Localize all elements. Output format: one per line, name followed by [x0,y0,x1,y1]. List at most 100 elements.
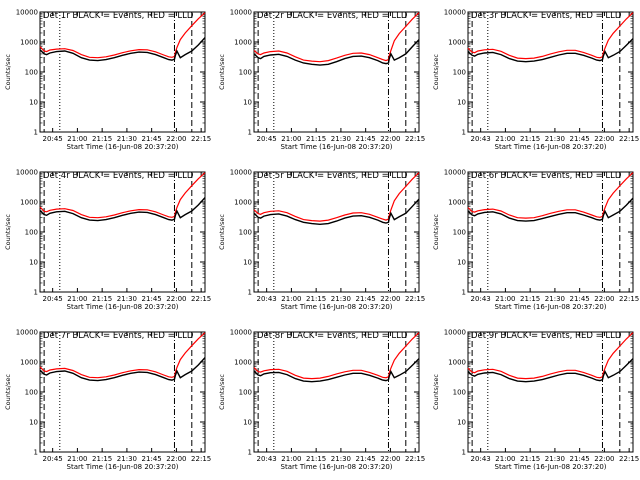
panel-6: Det 6r BLACK = Events, RED = LLD 1 10 100 10… [432,169,639,312]
y-axis-label: Counts/sec [4,214,12,250]
x-tick-label: 21:00 [67,135,87,143]
x-tick-label: 21:30 [117,455,137,463]
panel-title: Det 7r BLACK = Events, RED = LLD [43,331,194,341]
x-tick-label: 21:15 [306,135,326,143]
y-tick-label: 10 [457,99,466,107]
x-tick-label: 21:00 [495,295,515,303]
x-tick-label: 22:00 [594,455,614,463]
y-axis-label: Counts/sec [218,54,226,90]
x-tick-label: 21:00 [281,135,301,143]
series-lld-line [253,332,420,380]
x-tick-label: 21:15 [306,295,326,303]
y-tick-label: 100 [239,389,252,397]
x-tick-label: 21:00 [495,135,515,143]
y-tick-label: 100 [25,229,38,237]
series-events-line [39,37,206,62]
y-tick-label: 10 [243,419,252,427]
x-tick-label: 22:15 [405,135,425,143]
x-axis-label: Start Time (16-Jun-08 20:37:20) [495,143,607,151]
y-tick-label: 1 [248,129,252,137]
panel-title: Det 2r BLACK = Events, RED = LLD [257,11,408,21]
x-tick-label: 22:15 [405,295,425,303]
series-events-line [253,198,420,226]
x-axis-label: Start Time (16-Jun-08 20:37:20) [67,303,179,311]
x-tick-label: 21:00 [281,455,301,463]
x-tick-label: 20:45 [257,135,277,143]
y-axis-label: Counts/sec [432,374,440,410]
plot-frame [253,331,420,453]
plot-frame [39,331,206,453]
panel-8: Det 8r BLACK = Events, RED = LLD 1 10 100 10… [218,329,425,472]
x-tick-label: 20:43 [471,135,491,143]
y-tick-label: 100 [239,69,252,77]
y-axis-label: Counts/sec [218,214,226,250]
x-tick-label: 22:00 [380,295,400,303]
x-tick-label: 22:15 [191,135,211,143]
y-tick-label: 1000 [20,359,38,367]
x-tick-label: 21:45 [570,135,590,143]
y-tick-label: 10000 [444,9,466,17]
x-tick-label: 20:43 [257,455,277,463]
panel-title: Det 6r BLACK = Events, RED = LLD [471,171,622,181]
y-tick-label: 1 [34,449,38,457]
x-tick-label: 22:00 [380,135,400,143]
y-tick-label: 1000 [234,39,252,47]
panel-1: Det 1r BLACK = Events, RED = LLD 1 10 100 10… [4,9,211,152]
panel-5: Det 5r BLACK = Events, RED = LLD 1 10 100 10… [218,169,425,312]
series-lld-line [467,12,634,60]
x-tick-label: 21:15 [520,455,540,463]
x-axis-label: Start Time (16-Jun-08 20:37:20) [281,463,393,471]
x-tick-label: 22:15 [405,455,425,463]
x-tick-label: 20:45 [43,135,63,143]
y-tick-label: 10000 [444,169,466,177]
x-tick-label: 21:30 [545,455,565,463]
x-tick-label: 22:00 [166,135,186,143]
y-axis-label: Counts/sec [4,54,12,90]
x-tick-label: 20:43 [257,295,277,303]
y-tick-label: 10000 [230,169,252,177]
panel-2: Det 2r BLACK = Events, RED = LLD 1 10 100 10… [218,9,425,152]
x-tick-label: 22:15 [619,455,639,463]
panel-3: Det 3r BLACK = Events, RED = LLD 1 10 100 10… [432,9,639,152]
x-tick-label: 21:30 [331,295,351,303]
series-lld-line [467,172,634,219]
y-tick-label: 10 [29,259,38,267]
y-tick-label: 100 [25,389,38,397]
y-tick-label: 1000 [448,359,466,367]
plot-frame [467,171,634,293]
panel-title: Det 1r BLACK = Events, RED = LLD [43,11,194,21]
y-tick-label: 1000 [448,199,466,207]
y-tick-label: 10000 [444,329,466,337]
x-tick-label: 21:45 [142,455,162,463]
x-tick-label: 20:43 [471,295,491,303]
series-events-line [253,358,420,383]
y-tick-label: 10 [29,99,38,107]
x-axis-label: Start Time (16-Jun-08 20:37:20) [281,143,393,151]
x-tick-label: 21:15 [92,295,112,303]
y-tick-label: 1000 [20,199,38,207]
y-tick-label: 1000 [448,39,466,47]
x-tick-label: 21:30 [117,295,137,303]
y-tick-label: 10000 [16,9,38,17]
x-tick-label: 22:00 [380,455,400,463]
panel-title: Det 9r BLACK = Events, RED = LLD [471,331,622,341]
x-tick-label: 21:45 [570,295,590,303]
y-tick-label: 10 [29,419,38,427]
y-tick-label: 10 [243,259,252,267]
series-lld-line [253,172,420,222]
x-tick-label: 21:30 [545,295,565,303]
series-events-line [467,38,634,63]
x-tick-label: 21:45 [356,295,376,303]
plot-frame [39,11,206,133]
x-tick-label: 21:00 [495,455,515,463]
series-events-line [467,197,634,222]
series-lld-line [39,172,206,219]
x-tick-label: 20:45 [43,295,63,303]
x-tick-label: 22:15 [191,455,211,463]
x-axis-label: Start Time (16-Jun-08 20:37:20) [495,303,607,311]
y-tick-label: 1000 [20,39,38,47]
panel-title: Det 5r BLACK = Events, RED = LLD [257,171,408,181]
series-events-line [467,358,634,383]
x-tick-label: 22:15 [619,295,639,303]
